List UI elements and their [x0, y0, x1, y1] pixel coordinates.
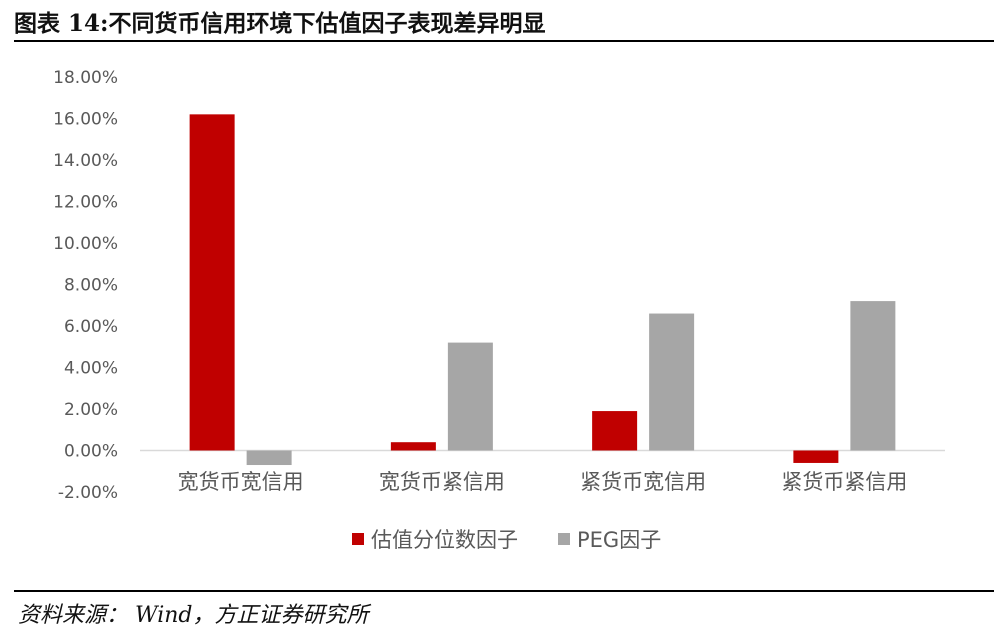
- bar-valuation-factor: [390, 442, 436, 451]
- bar-peg-factor: [649, 313, 695, 451]
- chart-title: 图表 14:不同货币信用环境下估值因子表现差异明显: [14, 10, 546, 37]
- y-tick-label: 18.00%: [53, 68, 118, 88]
- x-category-label: 紧货币紧信用: [781, 470, 907, 494]
- legend-item-peg-factor-label: PEG因子: [577, 528, 661, 552]
- bottom-rule: [14, 590, 994, 592]
- legend-item-valuation-factor-label: 估值分位数因子: [371, 528, 518, 552]
- bar-chart: -2.00% 0.00% 2.00% 4.00% 6.00% 8.00% 10.00% 12.…: [53, 68, 945, 552]
- bar-peg-factor: [246, 450, 292, 466]
- top-rule: [14, 40, 994, 42]
- y-tick-label: 16.00%: [53, 110, 118, 130]
- legend-item-peg-factor-swatch: [558, 533, 570, 545]
- bar-peg-factor: [850, 301, 896, 451]
- axis-layer: -2.00% 0.00% 2.00% 4.00% 6.00% 8.00% 10.00% 12.…: [53, 68, 945, 503]
- x-category-label: 宽货币紧信用: [379, 470, 505, 494]
- y-tick-label: 6.00%: [64, 317, 118, 337]
- bar-peg-factor: [447, 342, 493, 451]
- x-category-label: 紧货币宽信用: [580, 470, 706, 494]
- legend-item-valuation-factor-swatch: [352, 533, 364, 545]
- y-tick-label: -2.00%: [58, 483, 118, 503]
- y-tick-label: 2.00%: [64, 400, 118, 420]
- y-tick-label: 12.00%: [53, 193, 118, 213]
- bar-valuation-factor: [189, 114, 235, 451]
- y-tick-label: 4.00%: [64, 359, 118, 379]
- source-note: 资料来源： Wind，方正证券研究所: [18, 603, 369, 628]
- y-tick-label: 14.00%: [53, 151, 118, 171]
- y-tick-label: 0.00%: [64, 442, 118, 462]
- x-category-label: 宽货币宽信用: [178, 470, 304, 494]
- y-tick-label: 8.00%: [64, 276, 118, 296]
- legend: 估值分位数因子 PEG因子: [352, 528, 661, 552]
- bar-valuation-factor: [592, 411, 638, 451]
- bar-valuation-factor: [793, 450, 839, 463]
- y-tick-label: 10.00%: [53, 234, 118, 254]
- bars-layer: [189, 114, 896, 466]
